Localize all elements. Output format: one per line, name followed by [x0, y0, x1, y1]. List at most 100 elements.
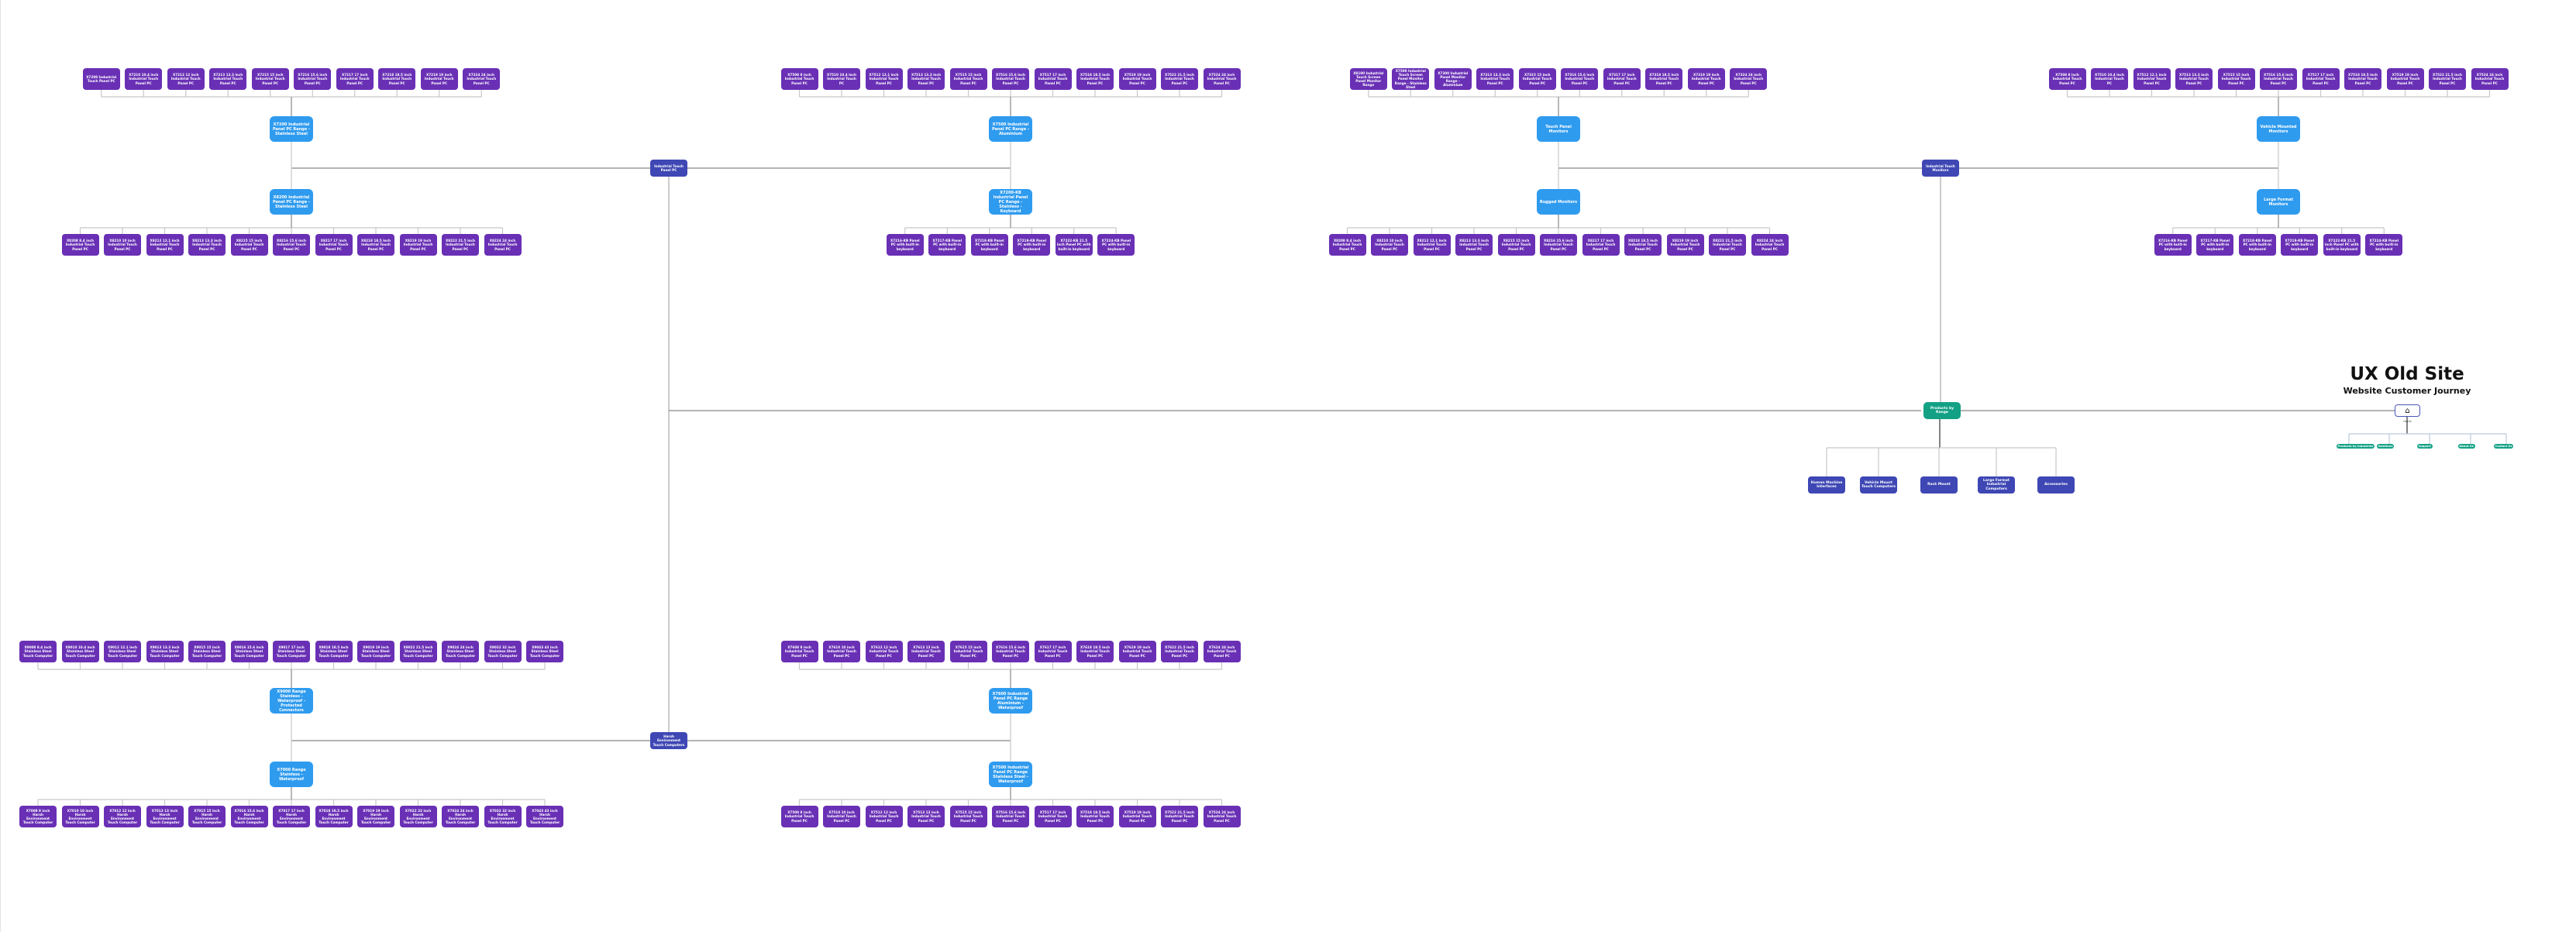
model-node[interactable]: X7519 19 inch Industrial Touch Panel PC — [2386, 68, 2424, 90]
model-node[interactable]: X9043 43 inch Stainless Steel Touch Comp… — [526, 641, 563, 662]
model-node[interactable]: X9013 13.3 inch Stainless Steel Touch Co… — [146, 641, 184, 662]
model-node[interactable]: X7019 19 inch Harsh Environment Touch Co… — [357, 806, 394, 827]
model-node[interactable]: X7510 10 inch Industrial Touch Panel PC — [823, 806, 860, 827]
model-node[interactable]: X7622 21.5 inch Industrial Touch Panel P… — [1161, 641, 1198, 662]
range-node[interactable]: Vehicle Mounted Monitors — [2257, 116, 2300, 142]
model-node[interactable]: X7219 19 inch Industrial Touch Panel PC — [420, 68, 458, 90]
model-node[interactable]: X7519 19 inch Industrial Touch Panel PC — [1118, 806, 1156, 827]
range-category-node[interactable]: Large Format Industrial Computers — [1978, 476, 2015, 494]
model-node[interactable]: X7615 15 inch Industrial Touch Panel PC — [949, 641, 987, 662]
model-node[interactable]: X8212 12.1 inch Industrial Touch Panel P… — [146, 234, 184, 256]
model-node[interactable]: X7608 8 inch Industrial Touch Panel PC — [780, 641, 818, 662]
model-node[interactable]: X7010 10 inch Harsh Environment Touch Co… — [61, 806, 99, 827]
model-node[interactable]: X8100 Industrial Touch Screen Panel Moni… — [1349, 68, 1387, 90]
model-node[interactable]: X8219 19 inch Industrial Touch Panel PC — [399, 234, 437, 256]
model-node[interactable]: X7212 12 inch Industrial Touch Panel PC — [167, 68, 205, 90]
model-node[interactable]: X7517 17 inch Industrial Touch Panel PC — [2302, 68, 2340, 90]
model-node[interactable]: X8208 8.4 inch Industrial Touch Panel PC — [1328, 234, 1366, 256]
model-node[interactable]: X7215 15 inch Industrial Touch Panel PC — [251, 68, 289, 90]
model-node[interactable]: X7517 17 inch Industrial Touch Panel PC — [1034, 68, 1072, 90]
model-node[interactable]: X7500 Industrial Touch Screen Panel Moni… — [1392, 68, 1430, 90]
model-node[interactable]: X8213 13.3 inch Industrial Touch Panel P… — [188, 234, 226, 256]
model-node[interactable]: X7300 Industrial Panel Monitor Range - A… — [1434, 68, 1472, 90]
model-node[interactable]: X7013 13 inch Harsh Environment Touch Co… — [146, 806, 184, 827]
model-node[interactable]: X7616 15.6 inch Industrial Touch Panel P… — [992, 641, 1029, 662]
model-node[interactable]: X7217-KB Panel PC with built-in keyboard — [928, 234, 966, 256]
model-node[interactable]: X9032 32 inch Stainless Steel Touch Comp… — [484, 641, 522, 662]
model-node[interactable]: X7315 15 inch Industrial Touch Panel PC — [1518, 68, 1556, 90]
model-node[interactable]: X8210 10 inch Industrial Touch Panel PC — [1371, 234, 1408, 256]
model-node[interactable]: X9012 12.1 inch Stainless Steel Touch Co… — [104, 641, 141, 662]
model-node[interactable]: X7008 8 inch Harsh Environment Touch Com… — [19, 806, 57, 827]
model-node[interactable]: X7016 15.6 inch Harsh Environment Touch … — [230, 806, 268, 827]
model-node[interactable]: X9024 24 inch Stainless Steel Touch Comp… — [442, 641, 479, 662]
range-node[interactable]: X7200-KB Industrial Panel PC Range - Sta… — [989, 189, 1032, 215]
model-node[interactable]: X7512 12 inch Industrial Touch Panel PC — [865, 806, 903, 827]
model-node[interactable]: X7524 24 inch Industrial Touch Panel PC — [1203, 806, 1241, 827]
model-node[interactable]: X7515 15 inch Industrial Touch Panel PC — [949, 806, 987, 827]
model-node[interactable]: X7612 12 inch Industrial Touch Panel PC — [865, 641, 903, 662]
model-node[interactable]: X7610 10 inch Industrial Touch Panel PC — [823, 641, 860, 662]
range-node[interactable]: Touch Panel Monitors — [1537, 116, 1580, 142]
model-node[interactable]: X7624 24 inch Industrial Touch Panel PC — [1203, 641, 1241, 662]
model-node[interactable]: X8210 10 inch Industrial Touch Panel PC — [104, 234, 141, 256]
model-node[interactable]: X9010 10.4 inch Stainless Steel Touch Co… — [61, 641, 99, 662]
home-nav-node[interactable]: About Us — [2457, 444, 2475, 449]
model-node[interactable]: X7512 12.1 inch Industrial Touch Panel P… — [2133, 68, 2171, 90]
model-node[interactable]: X8208 8.4 inch Industrial Touch Panel PC — [61, 234, 99, 256]
model-node[interactable]: X7210 10.4 inch Industrial Touch Panel P… — [125, 68, 163, 90]
model-node[interactable]: X7313 13.3 inch Industrial Touch Panel P… — [1476, 68, 1514, 90]
hub-node[interactable]: Industrial Touch Panel PC — [650, 160, 687, 177]
range-node[interactable]: X7500 Industrial Panel PC Range Stainles… — [989, 762, 1032, 787]
model-node[interactable]: X7222-KB 21.5 inch Panel PC with built-i… — [1055, 234, 1093, 256]
model-node[interactable]: X7015 15 inch Harsh Environment Touch Co… — [188, 806, 226, 827]
model-node[interactable]: X7508 8 inch Industrial Touch Panel PC — [780, 806, 818, 827]
model-node[interactable]: X7508 8 inch Industrial Touch Panel PC — [780, 68, 818, 90]
hub-node[interactable]: Harsh Environment Touch Computers — [650, 732, 687, 749]
model-node[interactable]: X7216-KB Panel PC with built-in keyboard — [2154, 234, 2192, 256]
range-node[interactable]: X7600 Industrial Panel PC Range Aluminiu… — [989, 688, 1032, 714]
model-node[interactable]: X7518 18.5 inch Industrial Touch Panel P… — [1076, 806, 1114, 827]
model-node[interactable]: X8219 19 inch Industrial Touch Panel PC — [1666, 234, 1704, 256]
model-node[interactable]: X8215 15 inch Industrial Touch Panel PC — [1497, 234, 1535, 256]
hub-node[interactable]: Industrial Touch Monitors — [1922, 160, 1959, 177]
model-node[interactable]: X7518 18.5 inch Industrial Touch Panel P… — [2344, 68, 2381, 90]
model-node[interactable]: X7519 19 inch Industrial Touch Panel PC — [1118, 68, 1156, 90]
model-node[interactable]: X7522 21.5 inch Industrial Touch Panel P… — [2429, 68, 2466, 90]
range-node[interactable]: Rugged Monitors — [1537, 189, 1580, 215]
model-node[interactable]: X7018 18.5 inch Harsh Environment Touch … — [315, 806, 353, 827]
model-node[interactable]: X7316 15.6 inch Industrial Touch Panel P… — [1561, 68, 1599, 90]
range-node[interactable]: Large Format Monitors — [2257, 189, 2300, 215]
range-node[interactable]: X7200 Industrial Panel PC Range - Stainl… — [270, 116, 313, 142]
model-node[interactable]: X7617 17 inch Industrial Touch Panel PC — [1034, 641, 1072, 662]
model-node[interactable]: X7524 24 inch Industrial Touch Panel PC — [2471, 68, 2509, 90]
range-node[interactable]: X8200 Industrial Panel PC Range - Stainl… — [270, 189, 313, 215]
model-node[interactable]: X7219-KB Panel PC with built-in keyboard — [2281, 234, 2319, 256]
model-node[interactable]: X9015 15 inch Stainless Steel Touch Comp… — [188, 641, 226, 662]
model-node[interactable]: X7224-KB Panel PC with built-in keyboard — [1097, 234, 1135, 256]
model-node[interactable]: X7613 13 inch Industrial Touch Panel PC — [907, 641, 945, 662]
home-nav-node[interactable]: Solutions — [2376, 444, 2395, 449]
model-node[interactable]: X7217-KB Panel PC with built-in keyboard — [2196, 234, 2234, 256]
model-node[interactable]: X7218 18.5 inch Industrial Touch Panel P… — [378, 68, 416, 90]
model-node[interactable]: X7619 19 inch Industrial Touch Panel PC — [1118, 641, 1156, 662]
model-node[interactable]: X8217 17 inch Industrial Touch Panel PC — [315, 234, 353, 256]
range-node[interactable]: X7000 Range Stainless - Waterproof — [270, 762, 313, 787]
model-node[interactable]: X7022 22 inch Harsh Environment Touch Co… — [399, 806, 437, 827]
model-node[interactable]: X7524 24 inch Industrial Touch Panel PC — [1203, 68, 1241, 90]
range-category-node[interactable]: Vehicle Mount Touch Computers — [1860, 476, 1897, 494]
model-node[interactable]: X8216 15.6 inch Industrial Touch Panel P… — [1540, 234, 1577, 256]
model-node[interactable]: X7222-KB 21.5 inch Panel PC with built-i… — [2323, 234, 2361, 256]
model-node[interactable]: X7513 13 inch Industrial Touch Panel PC — [907, 806, 945, 827]
model-node[interactable]: X7510 10.4 inch Industrial Touch PC — [823, 68, 860, 90]
range-category-node[interactable]: Rack Mount — [1920, 476, 1958, 494]
model-node[interactable]: X8217 17 inch Industrial Touch Panel PC — [1582, 234, 1620, 256]
model-node[interactable]: X7032 32 inch Harsh Environment Touch Co… — [484, 806, 522, 827]
model-node[interactable]: X7217 17 inch Industrial Touch Panel PC — [336, 68, 374, 90]
model-node[interactable]: X7516 15.6 inch Industrial Touch Panel P… — [992, 68, 1029, 90]
model-node[interactable]: X7513 13.3 inch Industrial Touch Panel P… — [907, 68, 945, 90]
home-node[interactable]: ⌂ — [2395, 404, 2420, 417]
model-node[interactable]: X7517 17 inch Industrial Touch Panel PC — [1034, 806, 1072, 827]
model-node[interactable]: X7017 17 inch Harsh Environment Touch Co… — [273, 806, 310, 827]
model-node[interactable]: X8213 13.3 inch Industrial Touch Panel P… — [1455, 234, 1493, 256]
